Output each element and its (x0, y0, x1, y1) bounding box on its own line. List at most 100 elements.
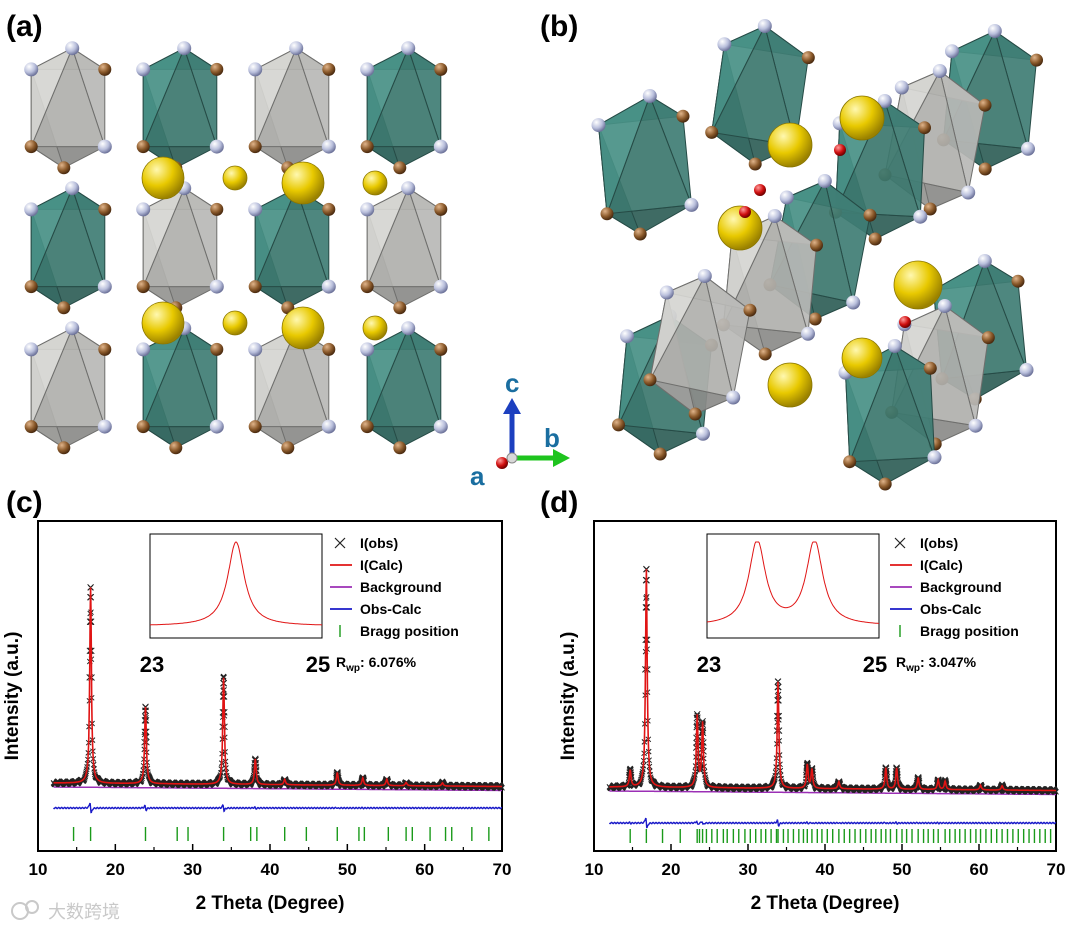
calculated-line (53, 587, 502, 788)
rwp-subscript: wp (905, 663, 920, 674)
x-tick-label: 10 (29, 860, 48, 879)
b-axis-arrowhead (553, 449, 570, 467)
octahedron-b-3 (591, 89, 699, 241)
x-tick-label: 30 (183, 860, 202, 879)
oxygen-atom-b-3 (834, 144, 846, 156)
panel-label-c: (c) (6, 486, 43, 519)
xrd-chart-c: 10 20 30 40 50 60 70 2 Theta (Degree) Intensity … (2, 520, 511, 914)
octahedron-a-0-2 (248, 41, 336, 175)
cation-sphere-b-1 (767, 122, 813, 168)
a-axis-dot (496, 457, 508, 469)
rwp-value: : 3.047% (920, 654, 977, 670)
cation-sphere-a-3 (281, 306, 325, 350)
x-axis-title: 2 Theta (Degree) (751, 893, 900, 914)
octahedron-a-1-0 (24, 181, 112, 315)
legend-label: I(obs) (920, 535, 958, 551)
inset-xmin-label: 23 (140, 652, 164, 677)
legend-entry-bragg: Bragg position (899, 623, 1019, 639)
cation-sphere-a-2 (141, 301, 185, 345)
cation-sphere-back-a-3 (362, 315, 388, 341)
octahedron-a-1-2 (248, 181, 336, 315)
rwp-label: Rwp: 3.047% (896, 654, 977, 674)
panel-label-a: (a) (6, 10, 43, 43)
legend-marker (334, 537, 346, 549)
inset-xmax-label: 25 (863, 652, 887, 677)
watermark: 大数跨境 (11, 900, 120, 923)
x-tick-label: 50 (893, 860, 912, 879)
octahedron-a-1-1 (136, 181, 224, 315)
legend-label: Obs-Calc (920, 601, 982, 617)
legend-entry-bg: Background (890, 579, 1002, 595)
legend-entry-diff: Obs-Calc (330, 601, 422, 617)
inset-line (706, 541, 879, 624)
octahedron-a-0-1 (136, 41, 224, 175)
cation-sphere-back-a-2 (222, 310, 248, 336)
b-axis-label: b (544, 423, 560, 453)
octahedron-b-11 (643, 269, 757, 421)
y-axis-title: Intensity (a.u.) (558, 632, 579, 761)
rwp-prefix: R (336, 654, 346, 670)
legend-label: Bragg position (360, 623, 459, 639)
difference-line (53, 802, 503, 814)
rwp-label: Rwp: 6.076% (336, 654, 417, 674)
inset-line (150, 541, 322, 626)
legend-label: I(Calc) (920, 557, 963, 573)
axis-triad: c b a (470, 368, 570, 491)
octahedron-a-1-3 (360, 181, 448, 315)
triad-origin (506, 452, 518, 464)
crystal-structure-b (591, 19, 1043, 491)
legend-entry-obs: I(obs) (894, 535, 958, 551)
panel-label-b: (b) (540, 10, 578, 43)
legend-label: Background (360, 579, 442, 595)
cation-sphere-a-1 (281, 161, 325, 205)
inset-xmax-label: 25 (306, 652, 330, 677)
xrd-chart-d: 10 20 30 40 50 60 70 2 Theta (Degree) Intensity … (558, 520, 1066, 914)
octahedron-a-2-3 (360, 321, 448, 455)
x-tick-label: 60 (970, 860, 989, 879)
inset-frame (706, 533, 880, 639)
x-tick-label: 40 (816, 860, 835, 879)
legend-entry-diff: Obs-Calc (890, 601, 982, 617)
octahedron-a-2-0 (24, 321, 112, 455)
crystal-structure-a (24, 41, 448, 455)
x-tick-label: 70 (1047, 860, 1066, 879)
rwp-subscript: wp (345, 663, 360, 674)
legend-label: Bragg position (920, 623, 1019, 639)
legend-marker (894, 537, 906, 549)
legend-entry-calc: I(Calc) (890, 557, 963, 573)
oxygen-atom-b-1 (754, 184, 766, 196)
legend-entry-calc: I(Calc) (330, 557, 403, 573)
a-axis-label: a (470, 461, 485, 491)
background-line (609, 790, 1056, 796)
legend-label: I(obs) (360, 535, 398, 551)
cation-sphere-b-0 (839, 95, 885, 141)
octahedron-a-0-3 (360, 41, 448, 175)
octahedron-a-0-0 (24, 41, 112, 175)
watermark-logo-icon-2 (25, 900, 39, 914)
x-tick-label: 40 (261, 860, 280, 879)
legend-entry-bg: Background (330, 579, 442, 595)
x-tick-label: 60 (415, 860, 434, 879)
panel-label-d: (d) (540, 486, 578, 519)
inset-xmin-label: 23 (697, 652, 721, 677)
rwp-prefix: R (896, 654, 906, 670)
inset-frame (149, 533, 323, 639)
difference-line (608, 817, 1057, 829)
oxygen-atom-b-2 (899, 316, 911, 328)
octahedron-a-2-1 (136, 321, 224, 455)
c-axis-arrowhead (503, 398, 521, 414)
legend-label: I(Calc) (360, 557, 403, 573)
cation-sphere-b-2 (717, 205, 763, 251)
x-axis-title: 2 Theta (Degree) (196, 893, 345, 914)
oxygen-atom-b-0 (739, 206, 751, 218)
cation-sphere-b-3 (893, 260, 943, 310)
cation-sphere-b-5 (841, 337, 883, 379)
legend-label: Obs-Calc (360, 601, 422, 617)
x-tick-label: 20 (662, 860, 681, 879)
cation-sphere-a-0 (141, 156, 185, 200)
rwp-value: : 6.076% (360, 654, 417, 670)
c-axis-label: c (505, 368, 519, 398)
x-tick-label: 10 (585, 860, 604, 879)
legend-label: Background (920, 579, 1002, 595)
